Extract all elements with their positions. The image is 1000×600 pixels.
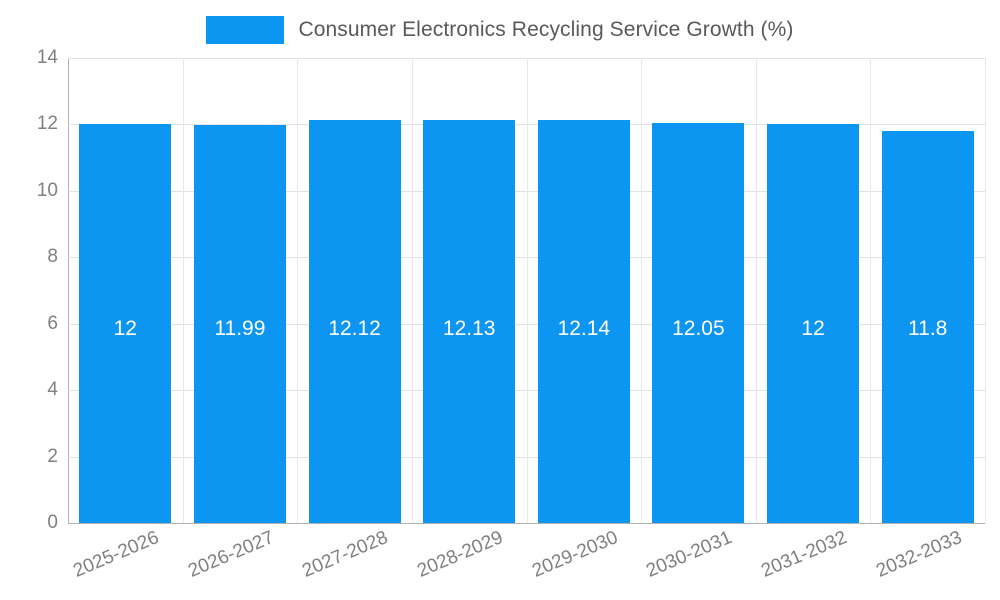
- bar-group-2: 12.12: [297, 58, 412, 523]
- bar[interactable]: [652, 122, 745, 523]
- x-tick-label: 2029-2030: [528, 527, 621, 582]
- y-tick-label: 4: [47, 379, 58, 401]
- bar-value-label: 12: [801, 317, 825, 340]
- bar[interactable]: [537, 119, 630, 523]
- y-tick-label: 10: [36, 179, 58, 201]
- bar-group-0: 12: [68, 58, 183, 523]
- y-tick-label: 0: [47, 512, 58, 533]
- x-tick-label: 2026-2027: [184, 527, 277, 582]
- bar-group-5: 12.05: [641, 58, 756, 523]
- x-tick-label: 2032-2033: [872, 527, 965, 582]
- x-tick-label: 2031-2032: [758, 527, 850, 582]
- legend-swatch-series-1[interactable]: [206, 16, 285, 44]
- plot-area: 12 11.99 12.12 12.13 12.14 12.05: [68, 58, 986, 524]
- legend-label-series-1[interactable]: Consumer Electronics Recycling Service G…: [298, 18, 794, 41]
- bar-value-label: 12: [113, 317, 137, 340]
- bar-group-4: 12.14: [527, 58, 642, 523]
- gridline-0-baseline: [68, 523, 985, 524]
- vertical-gridline: [641, 58, 643, 523]
- bar-value-label: 11.99: [214, 317, 266, 340]
- bar[interactable]: [193, 124, 286, 523]
- y-tick-label: 2: [47, 445, 58, 467]
- vertical-gridline: [985, 58, 986, 523]
- bar[interactable]: [79, 124, 172, 523]
- bar-value-label: 12.14: [557, 317, 611, 340]
- bar-group-3: 12.13: [412, 58, 527, 523]
- x-axis-tick-labels: 2025-2026 2026-2027 2027-2028 2028-2029 …: [68, 527, 985, 597]
- y-axis-line: [68, 58, 69, 524]
- bar-value-label: 11.8: [908, 317, 948, 340]
- bar-group-7: 11.8: [870, 58, 985, 523]
- bar[interactable]: [423, 120, 516, 523]
- bar-group-1: 11.99: [183, 58, 298, 523]
- x-tick-label: 2030-2031: [643, 527, 736, 582]
- bar-value-label: 12.12: [328, 317, 381, 340]
- chart-legend: Consumer Electronics Recycling Service G…: [0, 16, 1000, 44]
- bar-group-6: 12: [756, 58, 871, 523]
- vertical-gridline: [526, 58, 528, 523]
- vertical-gridline: [755, 58, 757, 523]
- x-tick-label: 2027-2028: [299, 527, 392, 582]
- bar-value-label: 12.13: [442, 317, 496, 340]
- bar-series: 12 11.99 12.12 12.13 12.14 12.05: [68, 58, 985, 523]
- x-tick-label: 2025-2026: [70, 527, 163, 582]
- y-axis-tick-labels: 14 12 10 8 6 4 2 0: [0, 47, 58, 533]
- y-tick-label: 6: [47, 312, 58, 334]
- vertical-gridline: [870, 58, 872, 523]
- x-tick-label: 2028-2029: [414, 527, 507, 582]
- y-tick-label: 8: [47, 246, 58, 268]
- bar[interactable]: [881, 131, 974, 523]
- vertical-gridline: [411, 58, 413, 523]
- vertical-gridline: [297, 58, 299, 523]
- bar-value-label: 12.05: [672, 317, 725, 340]
- bar[interactable]: [767, 124, 860, 523]
- vertical-gridline: [182, 58, 184, 523]
- y-tick-label: 14: [36, 47, 58, 68]
- y-tick-label: 12: [36, 113, 58, 135]
- bar[interactable]: [308, 120, 401, 523]
